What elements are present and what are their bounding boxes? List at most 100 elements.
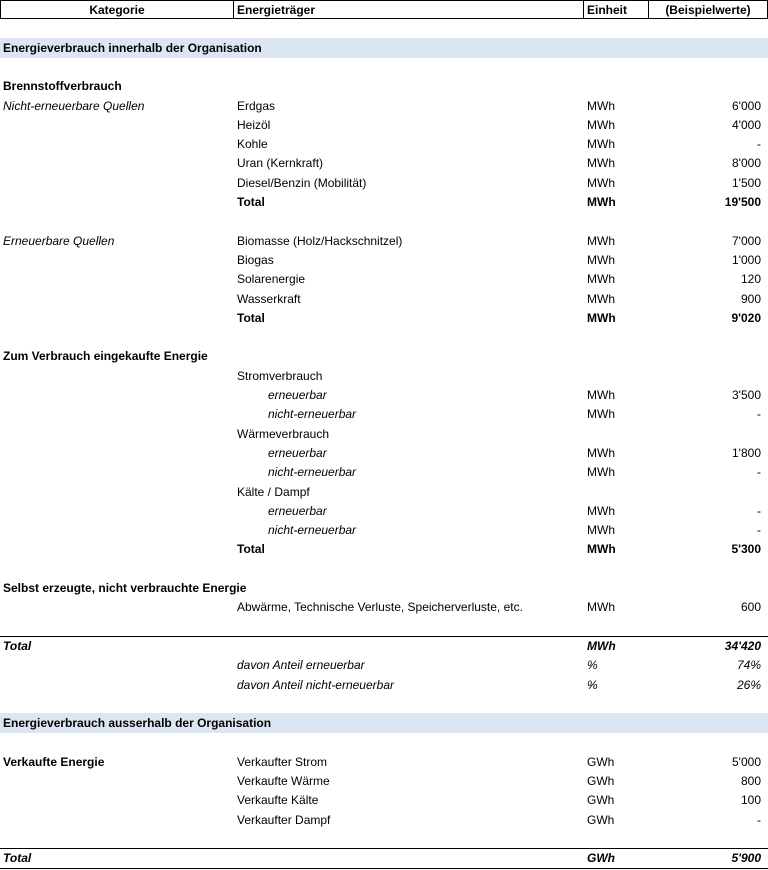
category: Total <box>3 851 32 865</box>
carrier: nicht-erneuerbar <box>268 523 357 537</box>
unit: MWh <box>587 118 615 132</box>
carrier: Uran (Kernkraft) <box>237 156 324 170</box>
section-band <box>0 38 768 58</box>
carrier: davon Anteil nicht-erneuerbar <box>237 678 394 692</box>
value: 9'020 <box>731 311 761 325</box>
carrier: erneuerbar <box>268 504 327 518</box>
carrier: Total <box>237 542 265 556</box>
unit: MWh <box>587 156 615 170</box>
value: 6'000 <box>732 99 761 113</box>
carrier: Heizöl <box>237 118 271 132</box>
value: 5'000 <box>732 755 761 769</box>
header-cell: Energieträger <box>233 0 584 19</box>
value: 3'500 <box>732 388 761 402</box>
category: Verkaufte Energie <box>3 755 105 769</box>
carrier: Kälte / Dampf <box>237 485 310 499</box>
carrier: Verkaufte Kälte <box>237 793 319 807</box>
value: 7'000 <box>732 234 761 248</box>
value: 100 <box>740 793 761 807</box>
value: 900 <box>740 292 761 306</box>
carrier: Total <box>237 195 265 209</box>
unit: MWh <box>587 523 615 537</box>
value: 26% <box>736 678 761 692</box>
value: 34'420 <box>724 639 761 653</box>
header-cell: (Beispielwerte) <box>648 0 768 19</box>
value: 19'500 <box>724 195 761 209</box>
unit: GWh <box>587 813 615 827</box>
value: 4'000 <box>732 118 761 132</box>
carrier: nicht-erneuerbar <box>268 407 357 421</box>
carrier: Biomasse (Holz/Hackschnitzel) <box>237 234 403 248</box>
value: 120 <box>740 272 761 286</box>
value: - <box>757 465 761 479</box>
carrier: Erdgas <box>237 99 276 113</box>
value: - <box>757 813 761 827</box>
category: Energieverbrauch ausserhalb der Organisa… <box>3 716 272 730</box>
carrier: Wärmeverbrauch <box>237 427 330 441</box>
unit: GWh <box>587 774 615 788</box>
rule <box>0 848 768 849</box>
unit: GWh <box>587 793 615 807</box>
carrier: Stromverbrauch <box>237 369 323 383</box>
carrier: erneuerbar <box>268 446 327 460</box>
rule <box>0 636 768 637</box>
category: Erneuerbare Quellen <box>3 234 115 248</box>
unit: GWh <box>587 755 615 769</box>
carrier: Verkaufte Wärme <box>237 774 330 788</box>
value: 800 <box>740 774 761 788</box>
carrier: Solarenergie <box>237 272 306 286</box>
value: 5'300 <box>731 542 761 556</box>
category: Brennstoffverbrauch <box>3 79 122 93</box>
unit: MWh <box>587 272 615 286</box>
unit: MWh <box>587 388 615 402</box>
value: 8'000 <box>732 156 761 170</box>
unit: MWh <box>587 253 615 267</box>
carrier: Wasserkraft <box>237 292 301 306</box>
unit: MWh <box>587 465 615 479</box>
section-band <box>0 713 768 733</box>
header-cell: Einheit <box>583 0 649 19</box>
category: Selbst erzeugte, nicht verbrauchte Energ… <box>3 581 247 595</box>
value: - <box>757 504 761 518</box>
carrier: nicht-erneuerbar <box>268 465 357 479</box>
unit: MWh <box>587 639 616 653</box>
value: - <box>757 137 761 151</box>
value: 1'500 <box>732 176 761 190</box>
carrier: Abwärme, Technische Verluste, Speicherve… <box>237 600 523 614</box>
unit: MWh <box>587 600 615 614</box>
unit: MWh <box>587 542 616 556</box>
category: Nicht-erneuerbare Quellen <box>3 99 145 113</box>
value: 1'000 <box>732 253 761 267</box>
unit: % <box>587 658 598 672</box>
value: 600 <box>740 600 761 614</box>
carrier: Diesel/Benzin (Mobilität) <box>237 176 367 190</box>
unit: MWh <box>587 504 615 518</box>
carrier: Verkaufter Dampf <box>237 813 331 827</box>
header-cell: Kategorie <box>0 0 234 19</box>
carrier: Biogas <box>237 253 274 267</box>
unit: GWh <box>587 851 615 865</box>
value: 74% <box>736 658 761 672</box>
category: Total <box>3 639 32 653</box>
carrier: Verkaufter Strom <box>237 755 328 769</box>
unit: MWh <box>587 292 615 306</box>
unit: MWh <box>587 195 616 209</box>
unit: MWh <box>587 234 615 248</box>
unit: MWh <box>587 176 615 190</box>
unit: % <box>587 678 598 692</box>
carrier: erneuerbar <box>268 388 327 402</box>
value: - <box>757 407 761 421</box>
unit: MWh <box>587 407 615 421</box>
carrier: Kohle <box>237 137 268 151</box>
value: 1'800 <box>732 446 761 460</box>
category: Energieverbrauch innerhalb der Organisat… <box>3 41 262 55</box>
unit: MWh <box>587 446 615 460</box>
carrier: Total <box>237 311 265 325</box>
unit: MWh <box>587 99 615 113</box>
value: - <box>757 523 761 537</box>
rule <box>0 868 768 869</box>
category: Zum Verbrauch eingekaufte Energie <box>3 349 208 363</box>
unit: MWh <box>587 137 615 151</box>
unit: MWh <box>587 311 616 325</box>
